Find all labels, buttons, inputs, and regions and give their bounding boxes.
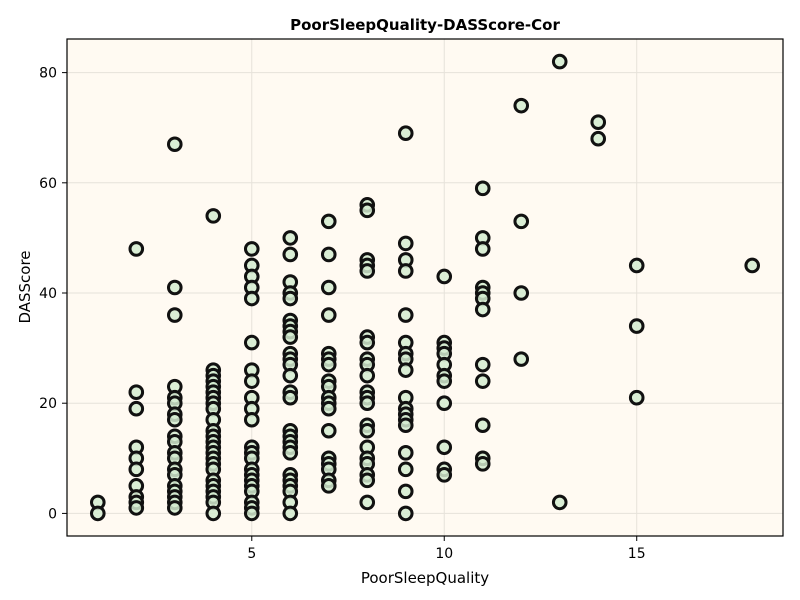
y-tick-label: 60: [39, 176, 57, 192]
data-point: [166, 279, 183, 296]
data-point: [436, 395, 453, 412]
data-point: [397, 125, 414, 142]
data-point: [166, 307, 183, 323]
data-point: [320, 279, 337, 296]
y-axis-label: DASScore: [16, 250, 34, 323]
x-tick-label: 10: [435, 546, 453, 562]
x-tick-label: 15: [628, 546, 646, 562]
data-point: [397, 444, 414, 461]
data-point: [474, 241, 491, 257]
data-point: [320, 400, 337, 417]
y-tick-label: 40: [39, 286, 57, 302]
data-point: [320, 246, 337, 263]
data-point: [513, 213, 530, 230]
data-point: [282, 246, 299, 263]
data-point: [359, 422, 376, 439]
data-point: [359, 334, 376, 351]
data-point: [89, 505, 106, 522]
data-point: [243, 290, 260, 307]
data-point: [397, 483, 414, 500]
data-point: [359, 494, 376, 511]
x-axis-label: PoorSleepQuality: [361, 569, 489, 587]
data-point: [436, 467, 453, 483]
data-point: [243, 334, 260, 351]
plot-area: [67, 39, 783, 536]
data-point: [320, 478, 337, 494]
data-point: [128, 500, 145, 516]
y-tick-label: 80: [39, 66, 57, 82]
data-point: [282, 230, 299, 246]
data-point: [397, 263, 414, 279]
data-point: [513, 351, 530, 367]
data-points: [89, 53, 761, 522]
axis-ticks: 5 10 15 0 20 40 60 80: [39, 66, 645, 562]
data-point: [243, 373, 260, 389]
data-point: [397, 307, 414, 323]
gridlines: [67, 39, 783, 536]
data-point: [205, 505, 222, 522]
data-point: [513, 285, 530, 301]
data-point: [243, 411, 260, 428]
data-point: [320, 356, 337, 373]
plot-frame: [66, 38, 784, 537]
data-point: [397, 461, 414, 478]
y-tick-label: 20: [39, 396, 57, 412]
data-point: [590, 130, 607, 147]
data-point: [282, 389, 299, 406]
data-point: [128, 241, 145, 257]
data-point: [474, 301, 491, 318]
data-point: [128, 400, 145, 417]
data-point: [397, 235, 414, 252]
data-point: [282, 290, 299, 307]
data-point: [474, 356, 491, 373]
data-point: [436, 439, 453, 456]
data-point: [397, 417, 414, 434]
data-point: [628, 318, 645, 334]
data-point: [744, 257, 761, 274]
data-point: [359, 263, 376, 279]
data-point: [243, 505, 260, 522]
data-point: [513, 97, 530, 114]
data-point: [282, 367, 299, 384]
data-point: [282, 329, 299, 345]
y-tick-label: 0: [48, 506, 57, 522]
data-point: [590, 114, 607, 131]
data-point: [320, 307, 337, 323]
data-point: [282, 444, 299, 461]
data-point: [359, 472, 376, 489]
data-point: [282, 505, 299, 522]
data-point: [320, 422, 337, 439]
data-point: [436, 268, 453, 285]
data-point: [474, 180, 491, 197]
data-point: [628, 389, 645, 406]
data-point: [551, 53, 568, 70]
data-point: [128, 461, 145, 478]
data-point: [359, 202, 376, 219]
data-point: [359, 367, 376, 384]
chart-title: PoorSleepQuality-DASScore-Cor: [290, 16, 560, 34]
data-point: [205, 208, 222, 224]
data-point: [628, 257, 645, 274]
data-point: [474, 456, 491, 472]
data-point: [166, 500, 183, 516]
data-point: [474, 417, 491, 434]
data-point: [320, 213, 337, 230]
data-point: [397, 362, 414, 378]
data-point: [128, 384, 145, 400]
data-point: [243, 241, 260, 257]
data-point: [359, 395, 376, 412]
data-point: [474, 373, 491, 389]
data-point: [551, 494, 568, 511]
data-point: [397, 505, 414, 522]
data-point: [166, 136, 183, 153]
x-tick-label: 5: [247, 546, 256, 562]
data-point: [436, 373, 453, 389]
data-point: [166, 411, 183, 428]
